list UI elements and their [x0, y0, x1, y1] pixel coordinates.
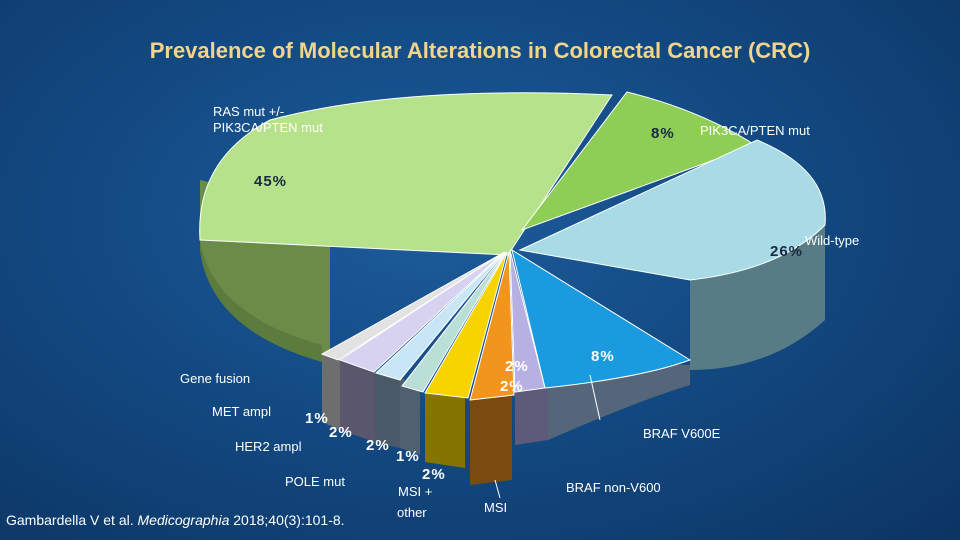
source-prefix: Gambardella V et al.: [6, 512, 138, 528]
label-gene-fusion: Gene fusion: [180, 371, 251, 386]
pct-met: 2%: [329, 424, 353, 441]
label-pole: POLE mut: [285, 474, 345, 489]
pct-msi: 2%: [500, 378, 524, 395]
slice-wild: [518, 139, 826, 281]
label-wild: Wild-type: [805, 233, 860, 248]
slice-ras: [199, 92, 613, 256]
label-ras-line2: PIK3CA/PTEN mut: [213, 120, 323, 135]
page-title: Prevalence of Molecular Alterations in C…: [149, 38, 811, 63]
slice-brafn-side: [515, 385, 548, 445]
slice-brafv: [511, 248, 692, 389]
leader-msi: [494, 479, 501, 499]
pct-brafn: 2%: [505, 358, 529, 375]
pct-pik: 8%: [651, 125, 675, 142]
source-suffix: 2018;40(3):101-8.: [229, 512, 345, 528]
slice-fusion-side: [322, 355, 340, 430]
slice-msi-side: [470, 395, 512, 485]
label-msi-other-l2: other: [397, 505, 427, 520]
pct-fusion: 1%: [305, 410, 329, 427]
label-msi: MSI: [484, 500, 508, 515]
slice-met-side: [340, 360, 375, 442]
label-pik: PIK3CA/PTEN mut: [700, 123, 810, 138]
label-met: MET ampl: [212, 404, 271, 419]
label-msi-other-l1: MSI +: [398, 484, 433, 499]
label-braf-v600e: BRAF V600E: [643, 426, 721, 441]
slice-wild-side: [690, 225, 825, 370]
slice-msi: [469, 251, 515, 401]
slice-msiother-side: [425, 392, 465, 468]
pct-brafv: 8%: [591, 348, 615, 365]
pct-ras: 45%: [254, 173, 288, 190]
slice-her2: [375, 251, 506, 381]
slice-pik: [520, 91, 757, 232]
pct-her2: 2%: [366, 437, 390, 454]
pct-msiother: 2%: [422, 466, 446, 483]
slice-msiother: [424, 251, 508, 399]
label-braf-non: BRAF non-V600: [566, 480, 661, 495]
slice-her2-side: [375, 372, 400, 448]
pct-pole: 1%: [396, 448, 420, 465]
pct-wild: 26%: [770, 243, 804, 260]
leader-brafv: [589, 374, 601, 421]
slice-pole: [401, 251, 507, 393]
source-journal: Medicographia: [137, 512, 230, 528]
label-ras-line1: RAS mut +/-: [213, 104, 285, 119]
label-her2: HER2 ampl: [235, 439, 302, 454]
slice-fusion: [320, 252, 504, 361]
slice-brafn: [509, 249, 546, 393]
source-citation: Gambardella V et al. Medicographia 2018;…: [6, 512, 345, 528]
slice-ras-wall: [200, 240, 322, 362]
slice-pole-side: [400, 378, 420, 455]
